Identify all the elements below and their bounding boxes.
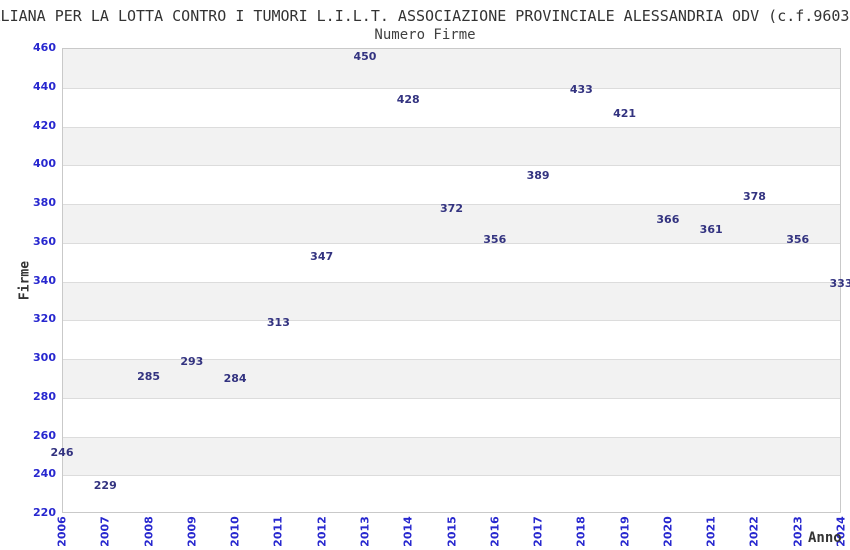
data-value-label: 450 <box>353 50 377 64</box>
x-tick-label: 2015 <box>445 516 458 547</box>
x-tick-label: 2012 <box>315 516 329 547</box>
y-tick-label: 300 <box>33 351 56 364</box>
data-value-label: 229 <box>93 478 117 492</box>
y-tick-label: 240 <box>33 467 56 481</box>
background-band <box>63 436 840 476</box>
x-tick-label: 2013 <box>358 516 372 547</box>
x-tick-label: 2016 <box>488 516 502 547</box>
y-tick-label: 380 <box>33 196 56 209</box>
background-band <box>63 126 840 166</box>
gridline <box>63 359 840 360</box>
gridline <box>63 165 840 167</box>
gridline <box>63 475 840 477</box>
data-value-label: 428 <box>396 93 420 106</box>
data-value-label: 361 <box>699 222 723 236</box>
chart-title: ALIANA PER LA LOTTA CONTRO I TUMORI L.I.… <box>0 7 850 25</box>
background-band <box>63 242 840 282</box>
data-value-label: 333 <box>829 277 850 291</box>
background-band <box>63 359 840 398</box>
data-value-label: 313 <box>266 315 290 329</box>
data-value-label: 433 <box>569 83 593 97</box>
x-tick-label: 2011 <box>271 516 285 547</box>
data-value-label: 356 <box>786 232 810 246</box>
data-value-label: 293 <box>180 354 204 368</box>
data-value-label: 285 <box>137 370 161 384</box>
data-value-label: 246 <box>50 445 74 459</box>
x-tick-label: 2022 <box>747 516 761 547</box>
data-value-label: 356 <box>483 232 507 246</box>
y-tick-label: 360 <box>33 234 56 248</box>
data-value-label: 389 <box>526 168 550 182</box>
background-band <box>63 49 840 88</box>
data-value-label: 347 <box>310 249 334 263</box>
gridline <box>63 242 840 244</box>
y-tick-label: 460 <box>33 41 56 54</box>
x-tick-label: 2019 <box>618 516 632 547</box>
y-tick-label: 320 <box>33 312 56 326</box>
x-tick-label: 2023 <box>791 516 805 547</box>
y-tick-label: 440 <box>33 79 56 93</box>
x-axis-label: Anno <box>808 530 842 546</box>
data-value-label: 372 <box>440 201 463 215</box>
gridline <box>63 87 840 89</box>
y-tick-label: 340 <box>33 273 56 287</box>
data-value-label: 284 <box>223 372 247 385</box>
gridline <box>63 204 840 205</box>
plot-area <box>62 48 841 513</box>
y-tick-label: 280 <box>33 389 56 403</box>
x-tick-label: 2017 <box>531 516 545 547</box>
gridline <box>63 436 840 438</box>
y-tick-label: 260 <box>33 428 56 442</box>
x-tick-label: 2021 <box>704 516 718 547</box>
gridline <box>63 397 840 399</box>
x-tick-label: 2014 <box>401 516 415 547</box>
data-value-label: 378 <box>742 189 766 203</box>
x-tick-label: 2009 <box>185 516 199 547</box>
background-band <box>63 87 840 127</box>
x-tick-label: 2008 <box>142 516 156 547</box>
background-band <box>63 204 840 243</box>
x-tick-label: 2010 <box>228 516 242 547</box>
y-tick-label: 420 <box>33 118 56 132</box>
gridline <box>63 320 840 322</box>
y-tick-label: 220 <box>33 506 56 519</box>
data-value-label: 421 <box>613 106 637 120</box>
y-tick-label: 400 <box>33 157 56 171</box>
gridline <box>63 281 840 283</box>
x-tick-label: 2018 <box>574 516 588 547</box>
background-band <box>63 281 840 321</box>
background-band <box>63 165 840 204</box>
data-value-label: 366 <box>656 213 680 227</box>
chart-subtitle: Numero Firme <box>374 27 476 43</box>
x-tick-label: 2020 <box>661 516 675 547</box>
background-band <box>63 397 840 437</box>
x-tick-label: 2007 <box>98 516 112 547</box>
x-tick-label: 2006 <box>55 516 69 547</box>
background-band <box>63 475 840 512</box>
background-band <box>63 320 840 359</box>
gridline <box>63 126 840 128</box>
